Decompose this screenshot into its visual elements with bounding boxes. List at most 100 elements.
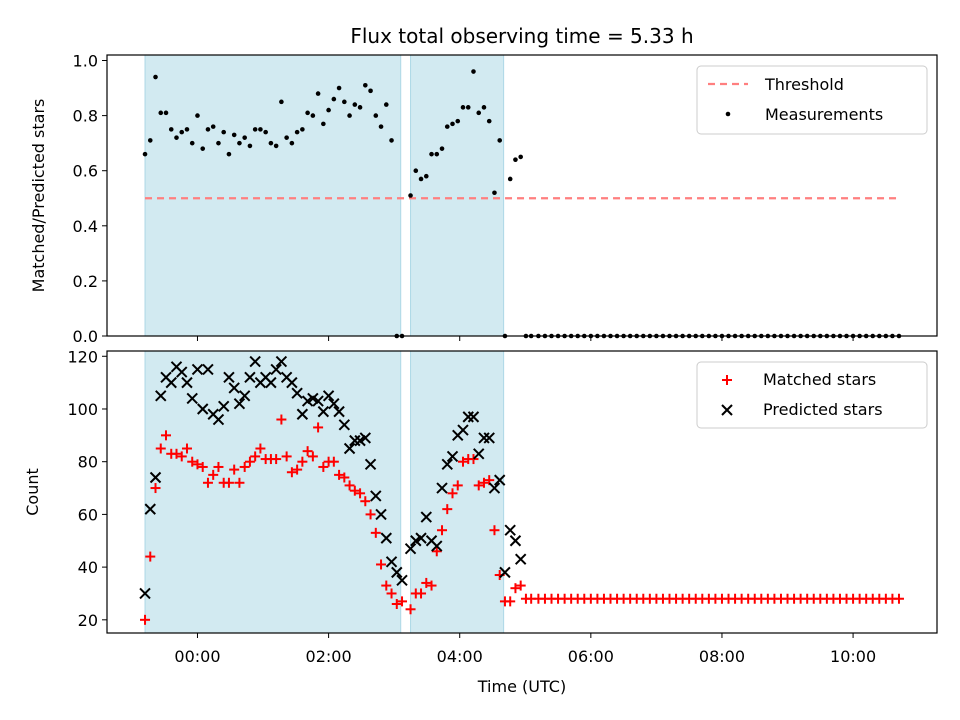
measurement-point bbox=[221, 129, 226, 135]
x-tick-label: 08:00 bbox=[699, 647, 745, 666]
matched-star-point bbox=[250, 451, 261, 462]
measurement-point bbox=[518, 154, 523, 160]
measurement-point bbox=[439, 146, 445, 151]
matched-star-point bbox=[318, 461, 329, 472]
matched-star-point bbox=[155, 443, 166, 454]
predicted-star-point bbox=[343, 442, 356, 455]
predicted-star-point bbox=[176, 366, 188, 378]
measurement-point bbox=[342, 99, 347, 105]
predicted-star-point bbox=[165, 376, 177, 389]
predicted-star-point bbox=[504, 524, 516, 536]
predicted-star-point bbox=[265, 376, 277, 389]
y-tick-label: 0.8 bbox=[73, 107, 98, 126]
top-legend: Threshold Measurements bbox=[696, 65, 928, 135]
matched-star-point bbox=[197, 461, 208, 472]
measurement-point bbox=[174, 135, 179, 140]
matched-star-point bbox=[370, 527, 381, 538]
matched-star-point bbox=[386, 588, 397, 599]
matched-star-point bbox=[161, 430, 172, 441]
top-x-axis-ticks bbox=[196, 336, 854, 341]
predicted-star-point bbox=[483, 432, 495, 444]
matched-star-point bbox=[286, 467, 297, 478]
predicted-star-point bbox=[338, 419, 351, 431]
matched-star-point bbox=[510, 583, 521, 594]
matched-star-point bbox=[442, 504, 453, 515]
y-tick-label: 100 bbox=[67, 400, 98, 419]
y-tick-label: 0.4 bbox=[73, 217, 98, 236]
threshold-legend-label: Threshold bbox=[764, 75, 844, 94]
measurement-point bbox=[373, 113, 379, 118]
y-tick-label: 40 bbox=[78, 558, 98, 577]
measurement-point bbox=[476, 110, 482, 116]
bottom-axes-frame bbox=[106, 350, 938, 634]
measurement-point bbox=[284, 135, 289, 140]
predicted-star-point bbox=[186, 392, 198, 405]
predicted-star-point bbox=[202, 363, 214, 376]
predicted-star-point bbox=[391, 566, 403, 579]
y-tick-label: 0.0 bbox=[73, 327, 98, 346]
measurement-point bbox=[326, 107, 331, 113]
predicted-star-point bbox=[473, 448, 485, 460]
predicted-star-point bbox=[364, 458, 377, 471]
matched-star-point bbox=[276, 414, 287, 425]
top-legend-box bbox=[696, 65, 928, 135]
measurement-point bbox=[263, 129, 268, 135]
measurement-point bbox=[242, 135, 247, 140]
predicted-stars-legend-swatch bbox=[721, 404, 733, 416]
matched-star-point bbox=[431, 546, 442, 557]
predicted-star-point bbox=[238, 390, 251, 402]
predicted-star-point bbox=[212, 413, 225, 426]
top-y-axis-label: Matched/Predicted stars bbox=[29, 99, 48, 293]
measurement-point bbox=[413, 168, 419, 174]
bottom-legend: Matched stars Predicted stars bbox=[696, 361, 928, 429]
matched-star-point bbox=[473, 480, 484, 491]
measurement-point bbox=[258, 127, 263, 132]
matched-legend-marker bbox=[722, 375, 732, 385]
bottom-y-axis-ticks: 20 40 60 80 100 120 bbox=[67, 347, 107, 630]
measurement-point bbox=[237, 140, 242, 146]
shaded-interval-1 bbox=[144, 350, 402, 634]
matched-star-point bbox=[328, 456, 339, 467]
matched-star-point bbox=[140, 614, 151, 625]
matched-star-point bbox=[468, 454, 479, 465]
matched-stars-legend-label: Matched stars bbox=[763, 370, 876, 389]
matched-star-point bbox=[187, 456, 198, 467]
predicted-star-point bbox=[139, 587, 151, 600]
predicted-star-point bbox=[431, 540, 443, 552]
predicted-stars-series bbox=[139, 355, 527, 600]
matched-star-point bbox=[313, 422, 324, 433]
measurement-point bbox=[273, 143, 279, 149]
predicted-star-point bbox=[462, 411, 474, 423]
predicted-star-point bbox=[494, 474, 506, 486]
measurement-point bbox=[279, 99, 284, 105]
predicted-star-point bbox=[317, 405, 330, 418]
measurement-point bbox=[168, 127, 174, 132]
predicted-star-point bbox=[436, 482, 448, 494]
matched-star-point bbox=[281, 451, 292, 462]
measurement-point bbox=[153, 74, 158, 80]
matched-star-point bbox=[171, 448, 182, 459]
matched-star-point bbox=[292, 464, 303, 475]
y-tick-label: 80 bbox=[78, 453, 98, 472]
predicted-star-point bbox=[446, 450, 459, 463]
predicted-star-point bbox=[228, 382, 240, 394]
measurement-point bbox=[315, 91, 321, 96]
matched-star-point bbox=[452, 480, 463, 491]
predicted-star-point bbox=[441, 458, 453, 471]
y-tick-label: 0.2 bbox=[73, 272, 98, 291]
measurement-point bbox=[450, 121, 455, 127]
measurement-point bbox=[513, 157, 518, 162]
matched-star-point bbox=[515, 580, 526, 591]
measurement-point bbox=[465, 105, 471, 110]
predicted-star-point bbox=[375, 508, 387, 521]
predicted-star-point bbox=[478, 432, 490, 444]
measurement-point bbox=[231, 132, 237, 138]
matched-star-point bbox=[255, 443, 266, 454]
matched-star-point bbox=[349, 485, 360, 496]
chart-title: Flux total observing time = 5.33 h bbox=[350, 24, 693, 48]
predicted-star-point bbox=[380, 532, 392, 544]
bottom-shaded-intervals bbox=[144, 350, 505, 634]
matched-star-point bbox=[234, 477, 245, 488]
matched-star-point bbox=[381, 580, 392, 591]
matched-star-point bbox=[202, 477, 213, 488]
